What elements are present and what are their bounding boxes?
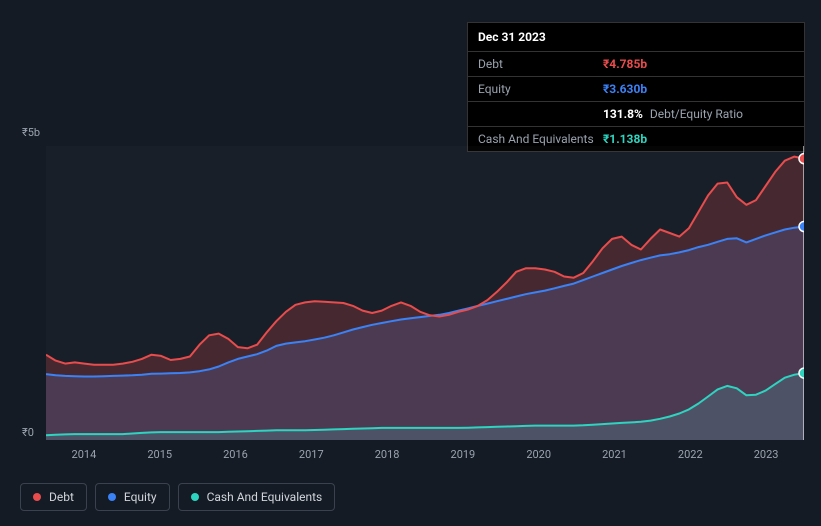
legend-label: Debt [49, 490, 74, 504]
legend-dot-icon [33, 493, 41, 501]
tooltip-row-label [478, 107, 603, 121]
tooltip-row: Debt₹4.785b [468, 52, 804, 77]
tooltip-row-label: Debt [478, 57, 603, 71]
tooltip-row-label: Equity [478, 82, 603, 96]
chart-svg [46, 146, 804, 440]
tooltip-row-label: Cash And Equivalents [478, 132, 603, 146]
legend: Debt Equity Cash And Equivalents [20, 483, 335, 511]
tooltip-row-value: 131.8% Debt/Equity Ratio [603, 107, 743, 121]
y-axis-label-top: ₹5b [22, 126, 40, 139]
y-axis-label-bottom: ₹0 [22, 426, 34, 439]
legend-dot-icon [191, 493, 199, 501]
tooltip-row-sub: Debt/Equity Ratio [647, 107, 743, 121]
series-end-marker [799, 222, 804, 232]
tooltip-date: Dec 31 2023 [468, 23, 804, 52]
tooltip-row-value: ₹3.630b [603, 82, 647, 96]
series-end-marker [799, 368, 804, 378]
legend-dot-icon [108, 493, 116, 501]
x-axis-label: 2023 [728, 448, 804, 461]
x-axis-label: 2022 [652, 448, 728, 461]
x-axis-label: 2018 [349, 448, 425, 461]
tooltip-row-value: ₹4.785b [603, 57, 647, 71]
legend-item[interactable]: Debt [20, 483, 87, 511]
tooltip-row: 131.8% Debt/Equity Ratio [468, 102, 804, 127]
x-axis-label: 2017 [273, 448, 349, 461]
chart-tooltip: Dec 31 2023 Debt₹4.785bEquity₹3.630b131.… [467, 22, 805, 152]
x-axis-label: 2016 [198, 448, 274, 461]
x-axis-label: 2019 [425, 448, 501, 461]
x-axis-label: 2015 [122, 448, 198, 461]
legend-item[interactable]: Cash And Equivalents [178, 483, 336, 511]
x-axis-label: 2021 [577, 448, 653, 461]
chart-plot-area[interactable] [46, 146, 804, 440]
legend-label: Cash And Equivalents [207, 490, 323, 504]
tooltip-row-value: ₹1.138b [603, 132, 647, 146]
x-axis-label: 2020 [501, 448, 577, 461]
x-axis-labels: 2014201520162017201820192020202120222023 [46, 448, 804, 461]
series-area [46, 157, 804, 440]
series-end-marker [799, 154, 804, 164]
legend-label: Equity [124, 490, 157, 504]
x-axis-label: 2014 [46, 448, 122, 461]
legend-item[interactable]: Equity [95, 483, 170, 511]
tooltip-row: Equity₹3.630b [468, 77, 804, 102]
